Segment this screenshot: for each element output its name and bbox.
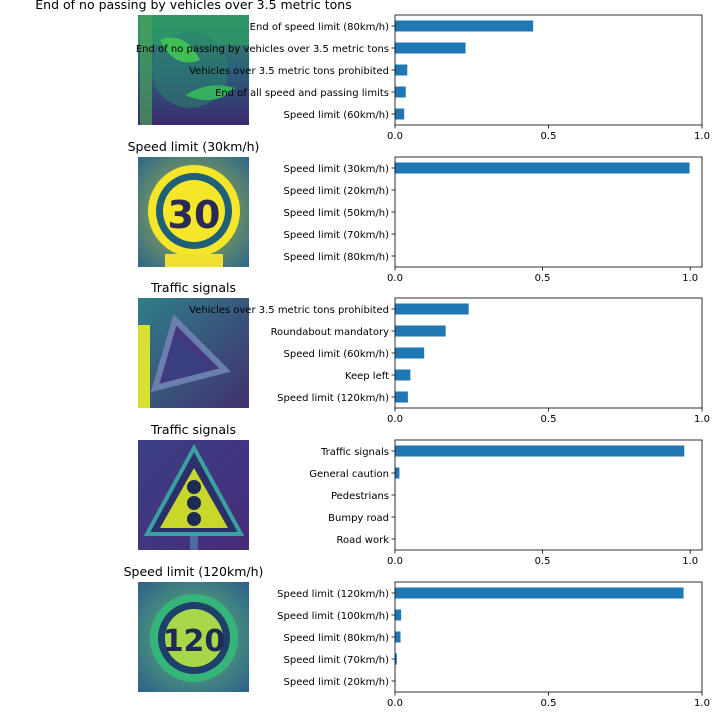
bar (395, 392, 408, 403)
x-tick-label: 0.0 (387, 698, 403, 709)
bar (395, 610, 401, 621)
bar (395, 588, 684, 599)
y-tick-label: Speed limit (30km/h) (284, 164, 390, 175)
svg-text:30: 30 (168, 193, 221, 237)
x-tick-label: 0.0 (387, 414, 403, 425)
sign-image-3 (138, 440, 249, 550)
x-tick-label: 0.0 (387, 131, 403, 142)
y-tick-label: Traffic signals (320, 447, 389, 458)
chart-title: Traffic signals (150, 422, 236, 437)
bar (395, 348, 424, 359)
x-tick-label: 1.0 (682, 273, 698, 284)
y-tick-label: Speed limit (100km/h) (277, 611, 389, 622)
bar (395, 43, 466, 54)
bar (395, 370, 410, 381)
chart-title: Speed limit (120km/h) (124, 564, 264, 579)
y-tick-label: General caution (309, 469, 389, 480)
chart-0: End of no passing by vehicles over 3.5 m… (35, 0, 710, 142)
y-tick-label: End of speed limit (80km/h) (250, 22, 389, 33)
x-tick-label: 0.5 (541, 414, 557, 425)
y-tick-label: Vehicles over 3.5 metric tons prohibited (189, 305, 389, 316)
y-tick-label: Speed limit (120km/h) (277, 589, 389, 600)
svg-text:120: 120 (163, 624, 226, 659)
chart-title: Speed limit (30km/h) (128, 139, 260, 154)
bar (395, 65, 407, 76)
sign-image-4: 120 (138, 582, 249, 692)
bar (395, 87, 406, 98)
x-tick-label: 1.0 (694, 131, 710, 142)
charts-layer: End of no passing by vehicles over 3.5 m… (35, 0, 710, 709)
y-tick-label: Speed limit (70km/h) (284, 655, 390, 666)
x-tick-label: 0.0 (387, 273, 403, 284)
x-tick-label: 1.0 (682, 556, 698, 567)
x-tick-label: 1.0 (694, 698, 710, 709)
y-tick-label: End of all speed and passing limits (215, 88, 389, 99)
bar (395, 632, 401, 643)
chart-title: Traffic signals (150, 280, 236, 295)
y-tick-label: Speed limit (80km/h) (284, 252, 390, 263)
y-tick-label: Bumpy road (328, 513, 389, 524)
y-tick-label: Speed limit (80km/h) (284, 633, 390, 644)
x-tick-label: 0.5 (535, 556, 551, 567)
bar (395, 109, 404, 120)
y-tick-label: Speed limit (60km/h) (284, 110, 390, 121)
y-tick-label: Keep left (345, 371, 389, 382)
x-tick-label: 0.5 (541, 698, 557, 709)
y-tick-label: Speed limit (50km/h) (284, 208, 390, 219)
x-tick-label: 1.0 (694, 414, 710, 425)
x-tick-label: 0.5 (541, 131, 557, 142)
y-tick-label: Pedestrians (331, 491, 389, 502)
y-tick-label: Speed limit (20km/h) (284, 186, 390, 197)
bar (395, 304, 469, 315)
x-tick-label: 0.0 (387, 556, 403, 567)
bar (395, 163, 690, 174)
x-tick-label: 0.5 (535, 273, 551, 284)
bar (395, 326, 446, 337)
y-tick-label: Roundabout mandatory (271, 327, 390, 338)
bar (395, 21, 533, 32)
y-tick-label: Speed limit (70km/h) (284, 230, 390, 241)
y-tick-label: End of no passing by vehicles over 3.5 m… (136, 44, 389, 55)
bar (395, 468, 399, 479)
y-tick-label: Vehicles over 3.5 metric tons prohibited (189, 66, 389, 77)
y-tick-label: Speed limit (120km/h) (277, 393, 389, 404)
bar (395, 446, 684, 457)
chart-title: End of no passing by vehicles over 3.5 m… (35, 0, 351, 12)
sign-image-1: 30 (138, 157, 249, 267)
y-tick-label: Speed limit (20km/h) (284, 677, 390, 688)
y-tick-label: Road work (337, 535, 390, 546)
y-tick-label: Speed limit (60km/h) (284, 349, 390, 360)
